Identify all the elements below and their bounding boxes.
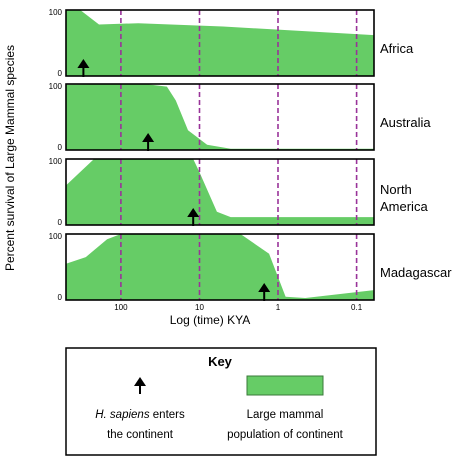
panel-frame-madagascar [65, 233, 375, 301]
key-box [65, 347, 377, 456]
key-title: Key [208, 354, 233, 369]
region-label-madagascar: Madagascar [380, 265, 452, 280]
y-tick-label-north-america-0: 0 [58, 218, 63, 227]
region-label-africa: Africa [380, 41, 414, 56]
panel-frame-australia [65, 83, 375, 151]
x-tick-label-100: 100 [114, 303, 128, 312]
population-area-north-america [66, 159, 374, 225]
region-label-north-america-0: North [380, 182, 412, 197]
arrival-arrow-icon-madagascar [258, 283, 271, 292]
population-area-australia [66, 84, 374, 150]
region-label-australia: Australia [380, 115, 431, 130]
panel-australia: 0 100 Australia [49, 82, 432, 152]
panel-north-america: 0 100 North America [49, 157, 429, 227]
key-arrow-icon [134, 377, 146, 394]
x-tick-label-0.1: 0.1 [351, 303, 363, 312]
population-area-africa [66, 10, 374, 76]
region-label-north-america-1: America [380, 199, 428, 214]
y-tick-label-north-america-100: 100 [49, 157, 63, 166]
x-tick-label-1: 1 [276, 303, 281, 312]
y-tick-label-australia-100: 100 [49, 82, 63, 91]
y-tick-label-africa-0: 0 [58, 69, 63, 78]
key-arrow-label-line1: H. sapiens enters [95, 409, 185, 421]
y-axis-label: Percent survival of Large Mammal species [3, 45, 17, 271]
population-area-madagascar [66, 234, 374, 300]
key-legend: Key H. sapiens enters the continent Larg… [65, 347, 377, 456]
y-tick-label-madagascar-0: 0 [58, 293, 63, 302]
key-box-label-line2: population of continent [227, 429, 344, 441]
key-box-label-line1: Large mammal [247, 409, 324, 421]
x-axis-label: Log (time) KYA [170, 313, 250, 327]
key-population-swatch [246, 375, 324, 396]
y-tick-label-australia-0: 0 [58, 143, 63, 152]
arrival-arrow-icon-australia [142, 133, 155, 142]
panel-frame-africa [65, 9, 375, 77]
y-tick-label-madagascar-100: 100 [49, 232, 63, 241]
panels-group: 0100Africa0100Australia0100NorthAmerica0… [49, 8, 453, 312]
arrival-arrow-icon-north-america [187, 208, 200, 217]
key-arrow-label-species: H. sapiens [95, 409, 150, 421]
panel-madagascar: 0 100 Madagascar [49, 232, 453, 302]
arrival-arrow-icon-africa [77, 59, 90, 68]
y-tick-label-africa-100: 100 [49, 8, 63, 17]
key-arrow-label-rest: enters [150, 409, 185, 421]
x-tick-label-10: 10 [195, 303, 204, 312]
panel-africa: 0 100 Africa [49, 8, 414, 78]
panel-frame-north-america [65, 158, 375, 226]
key-arrow-label-line2: the continent [107, 429, 174, 441]
